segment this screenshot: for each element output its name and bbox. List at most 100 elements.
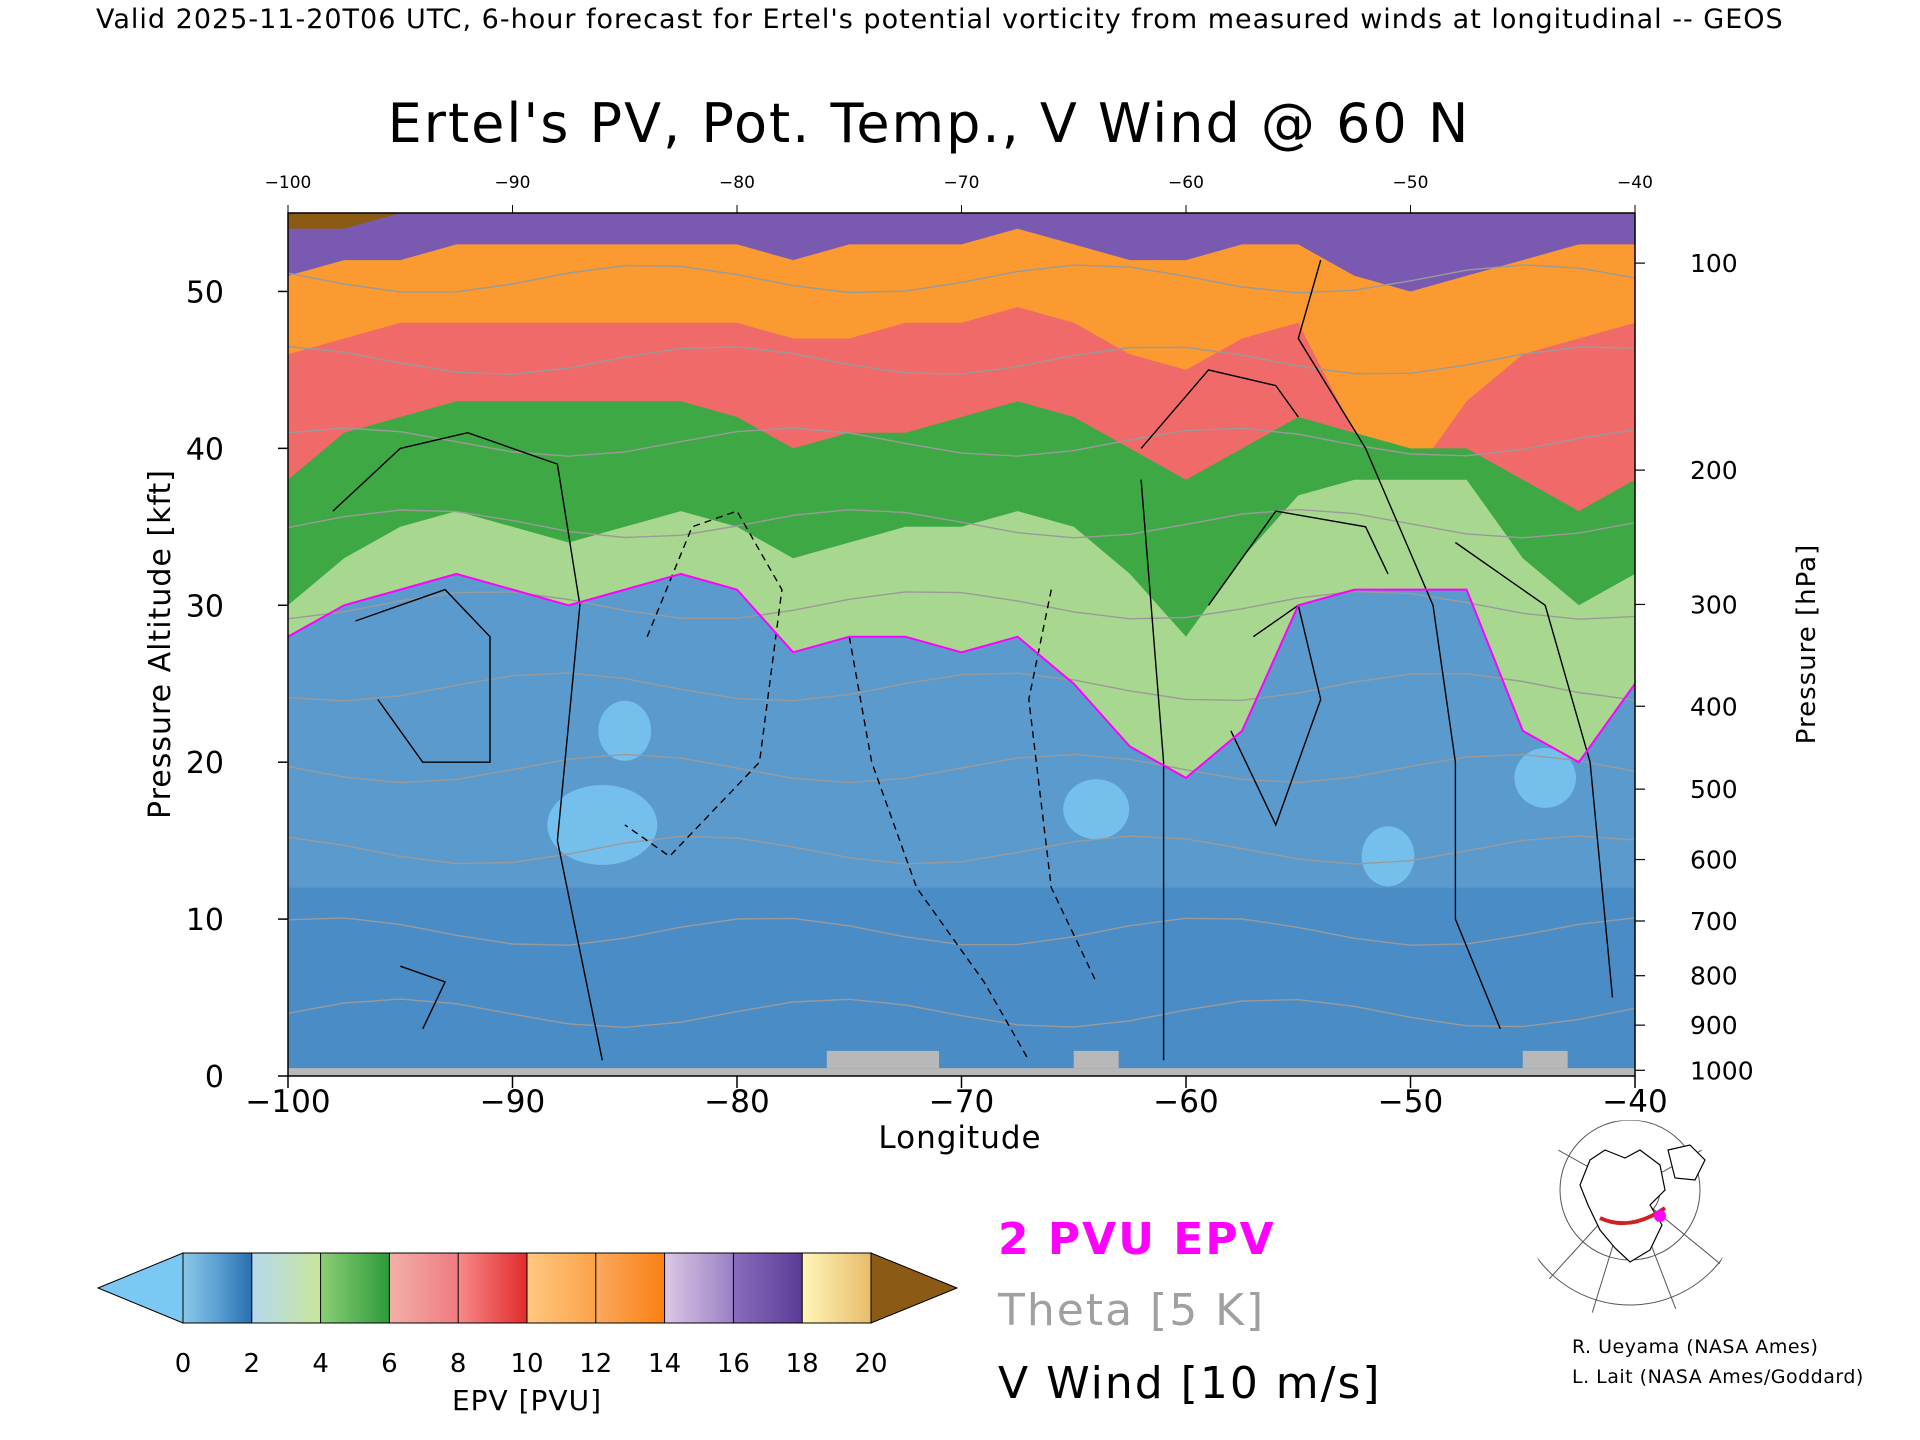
pressure-tick-label: 300 [1690, 590, 1738, 619]
terrain-ground [288, 1068, 1635, 1076]
theta-line [288, 672, 1635, 702]
credit-1: R. Ueyama (NASA Ames) [1572, 1336, 1818, 1358]
terrain-mask [288, 1050, 1635, 1076]
v-wind-contour [1207, 510, 1389, 606]
pressure-tick-label: 1000 [1690, 1056, 1754, 1085]
colorbar-under-arrow [96, 1252, 184, 1324]
x-tick-label: −50 [1378, 1084, 1443, 1120]
v-wind-negative-contour [624, 510, 783, 858]
pv-band-low-level [288, 887, 1635, 1076]
v-wind-negative-contour [848, 636, 1030, 1061]
y-tick-label: 30 [186, 589, 224, 624]
x-axis-top: −100 −90 −80 −70 −60 −50 −40 [265, 173, 1653, 213]
pressure-tick-label: 400 [1690, 692, 1738, 721]
x-top-tick-label: −60 [1168, 173, 1204, 193]
colorbar-tick-label: 0 [175, 1349, 192, 1379]
theta-isentropes [288, 264, 1635, 1029]
y-tick-label: 40 [186, 432, 224, 467]
v-wind-contours [332, 259, 1614, 1061]
v-wind-contour [355, 588, 491, 763]
y-axis-right-label: Pressure [hPa] [1792, 544, 1822, 745]
colorbar-ticks: 0 2 4 6 8 10 12 14 16 18 20 [175, 1253, 888, 1379]
x-top-tick-label: −90 [495, 173, 531, 193]
theta-line [288, 427, 1635, 457]
theta-line [288, 835, 1635, 865]
colorbar-tick-label: 18 [786, 1349, 819, 1379]
colorbar-tick-label: 16 [717, 1349, 750, 1379]
legend-vwind: V Wind [10 m/s] [998, 1358, 1382, 1409]
colorbar-tick-label: 12 [579, 1349, 612, 1379]
v-wind-contour [1140, 479, 1165, 1061]
pv-low-patch [547, 784, 658, 865]
x-axis-label: Longitude [878, 1120, 1041, 1156]
pressure-tick-label: 800 [1690, 962, 1738, 991]
theta-line [288, 998, 1635, 1029]
v-wind-contour [1297, 259, 1501, 1030]
colorbar-tick-label: 4 [312, 1349, 329, 1379]
x-top-tick-label: −80 [719, 173, 755, 193]
legend: 2 PVU EPV Theta [5 K] V Wind [10 m/s] [997, 1214, 1382, 1409]
pv-filled-contours [288, 213, 1635, 1076]
valid-time-header: Valid 2025-11-20T06 UTC, 6-hour forecast… [96, 4, 1784, 35]
y-tick-label: 50 [186, 275, 224, 310]
x-top-tick-label: −40 [1617, 173, 1653, 193]
terrain-ridge [1073, 1050, 1119, 1069]
pressure-tick-label: 600 [1690, 846, 1738, 875]
x-axis: −100 −90 −80 −70 −60 −50 −40 [245, 1076, 1668, 1120]
theta-line [288, 264, 1635, 294]
theta-line [288, 590, 1635, 620]
x-tick-label: −100 [245, 1084, 330, 1120]
plot-area [287, 212, 1636, 1077]
v-wind-contour [1454, 541, 1614, 998]
y-tick-label: 20 [186, 746, 224, 781]
chart-title: Ertel's PV, Pot. Temp., V Wind @ 60 N [388, 92, 1471, 155]
colorbar-tick-label: 14 [648, 1349, 681, 1379]
colorbar: 0 2 4 6 8 10 12 14 16 18 20 EPV [PVU] [96, 1252, 959, 1417]
v-wind-negative-contour [1028, 589, 1097, 983]
colorbar-tick-label: 6 [381, 1349, 398, 1379]
colorbar-tick-label: 8 [450, 1349, 467, 1379]
terrain-ridge [826, 1050, 940, 1069]
north-america-outline [1579, 1149, 1666, 1263]
x-top-tick-label: −50 [1393, 173, 1429, 193]
pressure-tick-label: 100 [1690, 249, 1738, 278]
credit-2: L. Lait (NASA Ames/Goddard) [1572, 1366, 1864, 1388]
y-axis-pressure: 100 200 300 400 500 600 700 800 900 1000 [1635, 249, 1754, 1085]
terrain-ridge [1522, 1050, 1568, 1069]
colorbar-tick-label: 2 [244, 1349, 261, 1379]
y-tick-label: 10 [186, 903, 224, 938]
legend-2pvu: 2 PVU EPV [998, 1214, 1276, 1265]
x-tick-label: −40 [1602, 1084, 1667, 1120]
theta-line [288, 917, 1635, 946]
two-pvu-line [288, 572, 1635, 780]
theta-line [288, 508, 1635, 539]
colorbar-over-arrow [870, 1252, 959, 1324]
x-top-tick-label: −70 [944, 173, 980, 193]
theta-line [288, 753, 1635, 784]
v-wind-contour [1230, 604, 1322, 827]
y-axis-label: Pressure Altitude [kft] [143, 469, 178, 819]
pv-low-patch [1514, 747, 1576, 808]
two-pvu-contour [288, 572, 1635, 780]
colorbar-tick-label: 10 [510, 1349, 543, 1379]
x-top-tick-label: −100 [265, 173, 312, 193]
section-marker [1654, 1210, 1666, 1222]
pressure-tick-label: 500 [1690, 775, 1738, 804]
pressure-tick-label: 200 [1690, 456, 1738, 485]
y-axis-kft: 0 10 20 30 40 50 [186, 275, 288, 1095]
pressure-tick-label: 700 [1690, 907, 1738, 936]
v-wind-contour [400, 965, 447, 1030]
x-tick-label: −80 [704, 1084, 769, 1120]
v-wind-contour [332, 431, 603, 1061]
pv-low-patch [598, 700, 652, 761]
v-wind-contour [1140, 369, 1299, 449]
x-tick-label: −70 [929, 1084, 994, 1120]
x-tick-label: −90 [480, 1084, 545, 1120]
locator-map [1530, 1120, 1730, 1320]
x-tick-label: −60 [1153, 1084, 1218, 1120]
pv-low-patch [1063, 779, 1130, 840]
y-tick-label: 0 [205, 1060, 224, 1095]
legend-theta: Theta [5 K] [997, 1285, 1265, 1336]
colorbar-tick-label: 20 [854, 1349, 887, 1379]
